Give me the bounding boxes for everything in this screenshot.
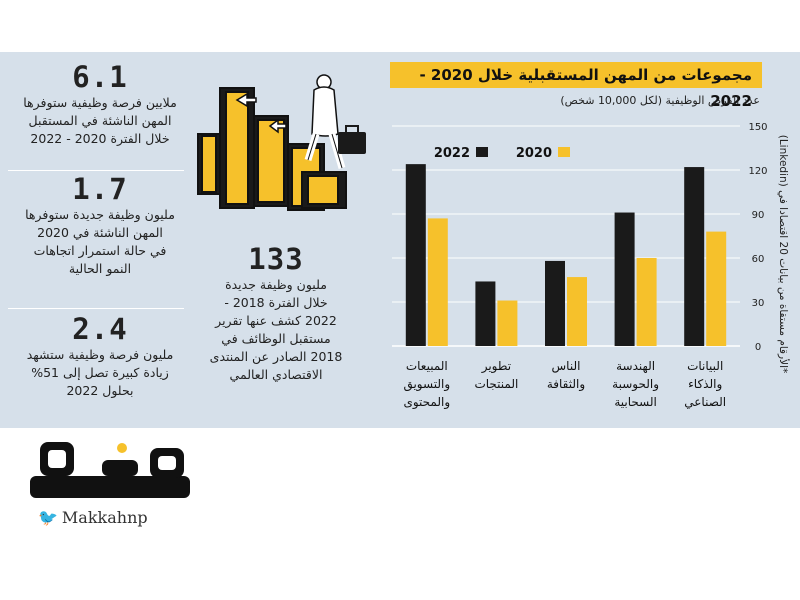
brand-handle: 🐦 Makkahnp	[38, 508, 148, 527]
x-tick-label: تطوير المنتجات	[474, 359, 518, 391]
stat-divider	[8, 308, 184, 309]
bar-2022-3	[614, 212, 635, 346]
briefcase-icon	[338, 125, 366, 154]
stat-line: ملايين فرصة وظيفية ستوفرها	[23, 95, 177, 110]
bar-2022-2	[545, 260, 565, 346]
y-tick-label: 30	[752, 298, 765, 309]
stat-line: مليون فرصة وظيفية ستشهد	[26, 347, 174, 362]
stat-line: خلال الفترة 2018 -	[224, 295, 328, 310]
bar-2022-0	[405, 164, 426, 346]
walking-man-icon	[304, 74, 346, 169]
career-steps-illustration	[197, 74, 366, 211]
bar-2022-4	[684, 167, 705, 346]
x-tick-label: البيانات والذكاء الصناعي	[684, 359, 726, 409]
stat-number: 133	[248, 242, 304, 276]
y-tick-label: 90	[752, 210, 765, 221]
x-tick-label: الهندسة والحوسبة السحابية	[612, 359, 659, 409]
stat-line: خلال الفترة 2020 - 2022	[30, 131, 170, 146]
stat-line: المهن الناشئة في 2020	[37, 225, 163, 240]
bar-2022-1	[475, 281, 496, 346]
stat-line: في حالة استمرار اتجاهات	[33, 243, 167, 258]
y-tick-label: 0	[755, 342, 761, 353]
legend-label-2020: 2020	[516, 146, 552, 161]
stat-line: 2018 الصادر عن المنتدى	[209, 349, 343, 364]
stat-block-3: 2.4 مليون فرصة وظيفية ستشهد زيادة كبيرة …	[0, 312, 200, 400]
x-tick-label: الناس والثقافة	[547, 359, 585, 392]
twitter-icon: 🐦	[38, 508, 58, 527]
bar-2020-3	[636, 258, 657, 346]
infographic-panel	[0, 52, 800, 428]
stat-line: مليون وظيفة جديدة ستوفرها	[25, 207, 175, 222]
stat-line: النمو الحالية	[68, 261, 132, 276]
brand-handle-text: Makkahnp	[61, 508, 148, 527]
stat-line: مستقبل الوظائف في	[221, 331, 331, 346]
stat-number: 6.1	[72, 60, 128, 94]
makkah-logo-icon	[30, 442, 190, 498]
stat-line: بحلول 2022	[66, 383, 134, 398]
stat-block-1: 6.1 ملايين فرصة وظيفية ستوفرها المهن الن…	[0, 60, 200, 148]
legend-swatch-2020	[558, 147, 570, 157]
stat-line: الاقتصادي العالمي	[229, 367, 323, 382]
stat-divider	[8, 170, 184, 171]
bar-2020-1	[497, 300, 518, 346]
legend-swatch-2022	[476, 147, 488, 157]
footnote-text: *الأرقام مستقاة من بيانات 20 اقتصادا في …	[777, 134, 789, 374]
step-blocks	[197, 87, 347, 211]
y-tick-label: 150	[748, 122, 767, 133]
stat-line: زيادة كبيرة تصل إلى 51%	[31, 365, 169, 380]
legend-label-2022: 2022	[434, 146, 470, 161]
bar-2020-2	[567, 277, 587, 346]
arrow-up-icon	[235, 92, 287, 134]
chart-title: مجموعات من المهن المستقبلية خلال 2020 - …	[390, 62, 762, 110]
chart-footnote: *الأرقام مستقاة من بيانات 20 اقتصادا في …	[772, 118, 792, 398]
stat-number: 2.4	[72, 312, 128, 346]
stat-block-4: 133 مليون وظيفة جديدة خلال الفترة 2018 -…	[186, 242, 366, 384]
stat-block-2: 1.7 مليون وظيفة جديدة ستوفرها المهن النا…	[0, 172, 200, 278]
stat-line: المهن الناشئة في المستقبل	[28, 113, 172, 128]
y-tick-label: 60	[752, 254, 765, 265]
stat-line: مليون وظيفة جديدة	[225, 277, 327, 292]
bar-2020-4	[706, 231, 727, 346]
y-tick-label: 120	[748, 166, 767, 177]
bar-2020-0	[427, 218, 448, 346]
stat-number: 1.7	[72, 172, 128, 206]
chart-y-label: عدد الفرص الوظيفية (لكل 10,000 شخص)	[560, 94, 760, 107]
x-tick-label: المبيعات والتسويق والمحتوى	[403, 359, 450, 410]
stat-line: 2022 كشف عنها تقرير	[215, 313, 337, 328]
